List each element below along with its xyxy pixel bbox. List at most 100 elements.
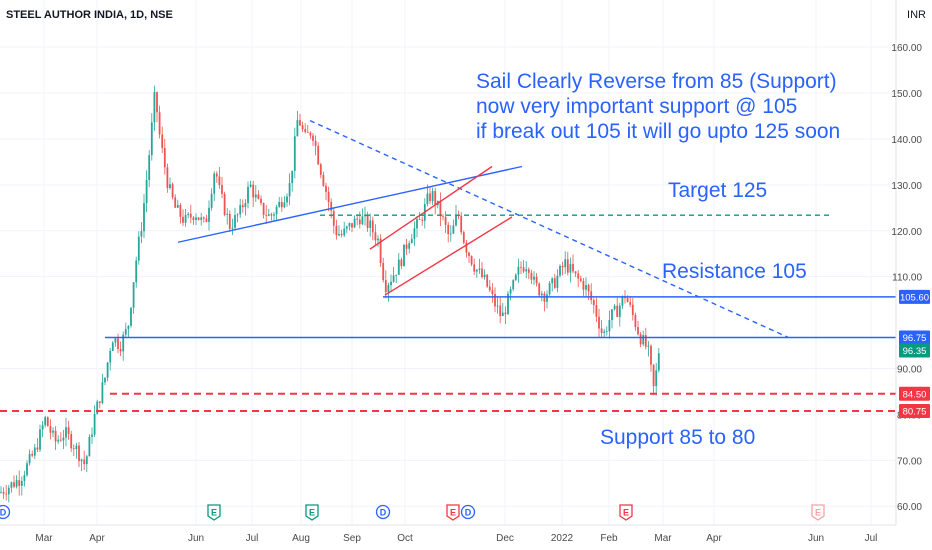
candle-body — [137, 236, 140, 261]
candle-body — [564, 259, 567, 268]
candle-body — [481, 268, 483, 278]
candle-body — [574, 271, 577, 274]
candle-body — [163, 147, 166, 168]
candle-body — [340, 233, 343, 236]
time-tick-label: Mar — [35, 533, 53, 544]
dividend-marker — [460, 504, 476, 520]
candle-body — [553, 278, 556, 288]
price-label-box — [899, 386, 930, 401]
candle-body — [561, 265, 564, 268]
candle-body — [478, 268, 481, 270]
candle-body — [535, 276, 538, 284]
candle-body — [514, 274, 517, 281]
price-label-box — [899, 330, 930, 345]
candle-body — [366, 214, 369, 228]
price-label-text: 96.75 — [903, 333, 927, 344]
candle-body — [130, 307, 132, 326]
dividend-marker — [375, 504, 391, 520]
candle-body — [228, 213, 231, 229]
candle-body — [236, 214, 239, 216]
candle-body — [195, 217, 197, 220]
candle-body — [353, 218, 356, 228]
candle-body — [488, 286, 491, 291]
candle-body — [538, 283, 541, 296]
candle-body — [286, 196, 288, 203]
price-tick-label: 130.00 — [891, 181, 922, 192]
candle-body — [611, 309, 613, 321]
candle-body — [631, 304, 634, 316]
time-tick-label: Aug — [292, 533, 310, 544]
candle-body — [67, 427, 70, 435]
candle-body — [39, 429, 41, 450]
candle-body — [65, 427, 67, 438]
candle-body — [447, 224, 450, 235]
candle-body — [52, 430, 54, 433]
candle-body — [486, 274, 489, 287]
candle-body — [280, 201, 283, 208]
candle-body — [616, 305, 619, 317]
candle-body — [408, 243, 411, 249]
candle-body — [215, 173, 218, 177]
candle-body — [325, 185, 327, 192]
candle-body — [501, 312, 504, 316]
candle-body — [254, 194, 257, 198]
candle-body — [499, 305, 502, 316]
candle-body — [109, 350, 112, 363]
dividend-marker — [0, 504, 11, 520]
candle-body — [335, 225, 338, 236]
candle-body — [540, 293, 543, 296]
candle-body — [639, 334, 642, 345]
candle-body — [226, 213, 229, 215]
time-tick-label: Jul — [246, 533, 259, 544]
candle-body — [291, 170, 294, 184]
event-marker-label: E — [211, 508, 217, 518]
price-axis[interactable] — [896, 0, 932, 525]
candle-body — [85, 456, 88, 465]
candle-body — [5, 493, 8, 495]
candle-body — [202, 217, 205, 219]
candle-body — [504, 312, 507, 315]
candle-body — [384, 280, 387, 293]
candle-body — [546, 294, 548, 302]
time-axis-ticks: Mar Apr Jun Jul Aug Sep Oct Dec 2022 Feb Mar Apr Jun… — [35, 533, 877, 544]
candle-body — [603, 331, 606, 333]
candle-body — [93, 414, 96, 435]
annotation-line-3: if break out 105 it will go upto 125 soo… — [476, 120, 840, 143]
candle-body — [249, 184, 252, 187]
event-marker-label: E — [309, 508, 315, 518]
earnings-marker — [811, 504, 825, 521]
candle-body — [252, 184, 255, 198]
event-marker-label: D — [0, 508, 7, 518]
candle-body — [114, 338, 117, 343]
earnings-marker — [446, 504, 460, 521]
candle-body — [31, 453, 34, 456]
candle-body — [101, 382, 104, 403]
candle-body — [509, 289, 512, 294]
candle-body — [88, 436, 91, 457]
candle-body — [517, 266, 520, 275]
candle-body — [197, 217, 200, 220]
time-tick-label: Jun — [808, 533, 824, 544]
price-tick-label: 90.00 — [897, 365, 922, 376]
candle-body — [176, 204, 179, 208]
event-marker-label: D — [465, 508, 472, 518]
candle-body — [569, 264, 572, 273]
earnings-marker — [207, 504, 221, 521]
candle-body — [46, 417, 49, 427]
candle-body — [293, 136, 296, 171]
candle-body — [429, 193, 431, 202]
candle-body — [106, 362, 109, 378]
candle-body — [374, 232, 377, 241]
candle-body — [234, 215, 236, 228]
candle-body — [33, 447, 36, 456]
candle-body — [533, 276, 535, 280]
candle-body — [174, 197, 177, 208]
candle-body — [382, 263, 385, 281]
time-tick-label: Mar — [654, 533, 672, 544]
candle-body — [179, 204, 182, 217]
time-tick-label: Jul — [865, 533, 878, 544]
candle-body — [78, 445, 80, 462]
candle-body — [306, 132, 309, 133]
candle-body — [270, 214, 273, 216]
